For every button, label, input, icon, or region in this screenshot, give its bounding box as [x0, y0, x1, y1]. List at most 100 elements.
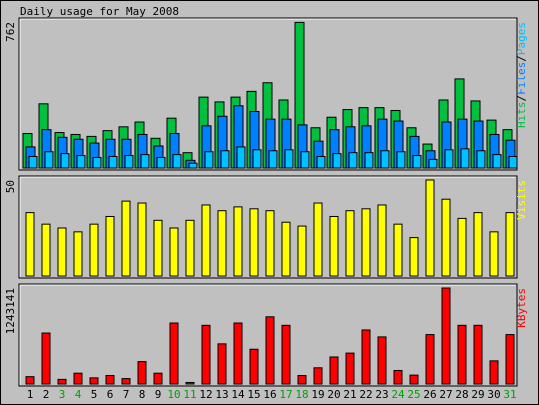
- pages-bar: [172, 154, 182, 169]
- y-max-label: 762: [4, 22, 17, 42]
- legend-item: /: [515, 95, 528, 102]
- visits-bar: [89, 223, 99, 277]
- kbytes-bar: [233, 322, 243, 385]
- pages-bar: [348, 152, 358, 169]
- kbytes-bar: [185, 381, 195, 385]
- legend-visits: Visits: [515, 180, 528, 220]
- x-tick-label: 18: [295, 388, 308, 401]
- visits-bar: [57, 227, 67, 277]
- visits-bar: [297, 225, 307, 277]
- kbytes-bar: [217, 343, 227, 385]
- chart-panels: 762 Hits/Files/Pages 50 Visits 1243141 KBytes: [4, 17, 528, 387]
- legend-item: /: [515, 55, 528, 62]
- visits-bar: [393, 223, 403, 277]
- kbytes-bar: [41, 332, 51, 385]
- kbytes-bar: [249, 348, 259, 385]
- x-tick-label: 10: [167, 388, 180, 401]
- visits-bar: [361, 208, 371, 277]
- visits-bar: [185, 219, 195, 277]
- pages-bar: [476, 150, 486, 169]
- pages-bar: [492, 154, 502, 169]
- x-tick-label: 29: [471, 388, 484, 401]
- pages-bar: [124, 155, 134, 169]
- visits-bar: [217, 210, 227, 277]
- x-tick-label: 14: [231, 388, 245, 401]
- x-tick-label: 19: [311, 388, 324, 401]
- kbytes-bar: [441, 287, 451, 385]
- x-axis-labels: 1 2 3 4 5 6 7 8 9 10 11 12 13 14 15 16 17 18 19 20 21 22 23 24 2…: [27, 388, 517, 401]
- kbytes-bar: [265, 316, 275, 385]
- visits-bar: [281, 221, 291, 277]
- visits-bar: [233, 206, 243, 277]
- pages-bar: [380, 150, 390, 169]
- pages-bar: [156, 156, 166, 169]
- kbytes-bar: [409, 374, 419, 385]
- kbytes-bar: [201, 324, 211, 385]
- kbytes-bar: [473, 324, 483, 385]
- visits-bar: [121, 200, 131, 277]
- kbytes-bar: [377, 336, 387, 385]
- visits-bar: [249, 208, 259, 277]
- pages-bar: [220, 150, 230, 169]
- visits-bar: [265, 210, 275, 277]
- x-tick-label: 21: [343, 388, 356, 401]
- visits-bar: [329, 215, 339, 277]
- pages-bar: [252, 149, 262, 169]
- visits-bar: [345, 210, 355, 277]
- visits-bar: [425, 179, 435, 277]
- x-tick-label: 16: [263, 388, 276, 401]
- pages-bar: [316, 156, 326, 169]
- x-tick-label: 3: [59, 388, 66, 401]
- visits-bar: [137, 202, 147, 277]
- legend-kbytes: KBytes: [515, 288, 528, 328]
- kbytes-bar: [137, 361, 147, 385]
- x-tick-label: 20: [327, 388, 340, 401]
- kbytes-bar: [457, 324, 467, 385]
- kbytes-bar: [73, 372, 83, 385]
- kbytes-bar: [393, 369, 403, 385]
- pages-bar: [396, 151, 406, 169]
- pages-bar: [284, 149, 294, 169]
- visits-bar: [105, 215, 115, 277]
- visits-bar: [73, 231, 83, 277]
- x-tick-label: 15: [247, 388, 260, 401]
- pages-bar: [92, 156, 102, 169]
- visits-bar: [377, 204, 387, 277]
- y-max-label: 50: [4, 180, 17, 193]
- legend-item: Visits: [515, 180, 528, 220]
- legend-item: Files: [515, 62, 528, 95]
- kbytes-bar: [425, 334, 435, 385]
- x-tick-label: 4: [75, 388, 82, 401]
- kbytes-bar: [505, 334, 515, 385]
- x-tick-label: 31: [503, 388, 516, 401]
- visits-bar: [25, 212, 35, 277]
- x-tick-label: 23: [375, 388, 388, 401]
- visits-bar: [409, 237, 419, 277]
- y-max-label: 1243141: [4, 288, 17, 334]
- kbytes-bar: [121, 378, 131, 385]
- x-tick-label: 11: [183, 388, 196, 401]
- kbytes-bar: [489, 360, 499, 385]
- x-tick-label: 8: [139, 388, 146, 401]
- kbytes-bar: [57, 378, 67, 385]
- pages-bar: [300, 151, 310, 169]
- pages-bar: [332, 153, 342, 169]
- pages-bar: [44, 151, 54, 169]
- visits-bar: [41, 223, 51, 277]
- x-tick-label: 22: [359, 388, 372, 401]
- panel-kbytes: 1243141 KBytes: [4, 283, 528, 387]
- legend-hits-files-pages: Hits/Files/Pages: [515, 22, 528, 128]
- visits-bar: [473, 212, 483, 277]
- pages-bar: [460, 148, 470, 169]
- x-tick-label: 9: [155, 388, 162, 401]
- visits-bar: [457, 217, 467, 277]
- x-tick-label: 5: [91, 388, 98, 401]
- pages-bar: [28, 156, 38, 169]
- kbytes-bar: [153, 372, 163, 385]
- x-tick-label: 30: [487, 388, 500, 401]
- kbytes-bar: [345, 352, 355, 385]
- x-tick-label: 13: [215, 388, 228, 401]
- pages-bar: [76, 155, 86, 169]
- chart-title: Daily usage for May 2008: [20, 5, 179, 18]
